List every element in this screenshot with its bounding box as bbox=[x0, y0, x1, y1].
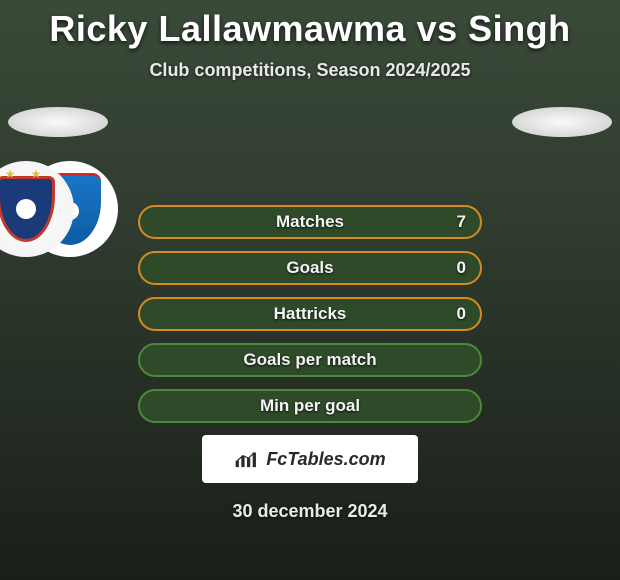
player-right-photo-placeholder bbox=[512, 107, 612, 137]
shield-icon bbox=[0, 176, 55, 242]
watermark: FcTables.com bbox=[202, 435, 418, 483]
stat-row-hattricks: Hattricks 0 bbox=[138, 297, 482, 331]
stat-label: Hattricks bbox=[274, 304, 347, 324]
page-title: Ricky Lallawmawma vs Singh bbox=[0, 0, 620, 50]
stat-row-goals-per-match: Goals per match bbox=[138, 343, 482, 377]
stat-row-matches: Matches 7 bbox=[138, 205, 482, 239]
date: 30 december 2024 bbox=[0, 501, 620, 522]
stat-value-right: 0 bbox=[457, 258, 466, 278]
stats-rows: Matches 7 Goals 0 Hattricks 0 Goals per … bbox=[138, 205, 482, 423]
stat-label: Matches bbox=[276, 212, 344, 232]
star-icon: ★ ★ bbox=[5, 167, 48, 181]
watermark-text: FcTables.com bbox=[266, 449, 385, 470]
stat-row-min-per-goal: Min per goal bbox=[138, 389, 482, 423]
stat-label: Min per goal bbox=[260, 396, 360, 416]
stat-value-right: 0 bbox=[457, 304, 466, 324]
stat-label: Goals bbox=[286, 258, 333, 278]
subtitle: Club competitions, Season 2024/2025 bbox=[0, 60, 620, 81]
stat-row-goals: Goals 0 bbox=[138, 251, 482, 285]
bar-chart-icon bbox=[234, 449, 260, 469]
stat-value-right: 7 bbox=[457, 212, 466, 232]
stat-label: Goals per match bbox=[243, 350, 376, 370]
player-left-photo-placeholder bbox=[8, 107, 108, 137]
comparison-panel: ★ ★ Matches 7 Goals 0 Hattricks 0 Goals … bbox=[0, 109, 620, 522]
